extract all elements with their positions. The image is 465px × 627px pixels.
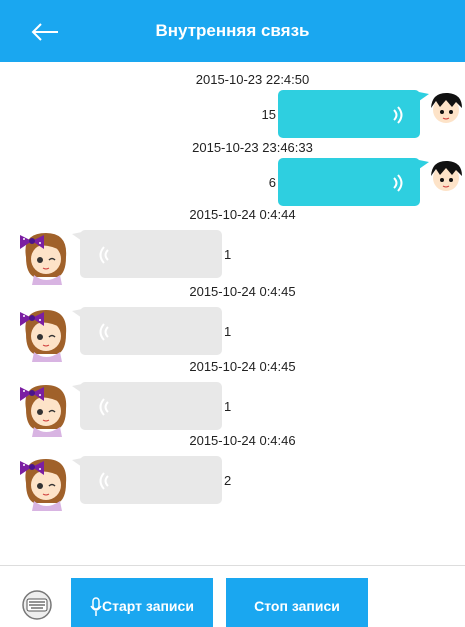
sound-icon (96, 472, 110, 490)
timestamp: 2015-10-24 0:4:44 (10, 207, 465, 222)
sound-icon (392, 174, 406, 192)
avatar (426, 88, 465, 134)
timestamp: 2015-10-23 22:4:50 (20, 72, 465, 87)
sound-icon (392, 106, 406, 124)
duration: 2 (224, 473, 231, 488)
timestamp: 2015-10-24 0:4:45 (10, 359, 465, 374)
sound-icon (96, 246, 110, 264)
duration: 1 (224, 399, 231, 414)
duration: 15 (262, 107, 276, 122)
title: Внутренняя связь (0, 0, 465, 62)
header: Внутренняя связь (0, 0, 465, 62)
start-record-label: Старт записи (102, 598, 194, 614)
timestamp: 2015-10-24 0:4:45 (10, 284, 465, 299)
start-record-button[interactable]: Старт записи (71, 578, 213, 627)
stop-record-button[interactable]: Стоп записи (226, 578, 368, 627)
avatar (18, 379, 76, 437)
duration: 6 (269, 175, 276, 190)
sound-icon (96, 323, 110, 341)
avatar (18, 453, 76, 511)
avatar (18, 304, 76, 362)
separator (0, 565, 465, 566)
duration: 1 (224, 247, 231, 262)
duration: 1 (224, 324, 231, 339)
timestamp: 2015-10-24 0:4:46 (10, 433, 465, 448)
keyboard-button[interactable] (20, 590, 54, 620)
mic-icon (90, 597, 102, 617)
timestamp: 2015-10-23 23:46:33 (20, 140, 465, 155)
avatar (426, 156, 465, 202)
avatar (18, 227, 76, 285)
app: Внутренняя связь Старт записи Стоп запис… (0, 0, 465, 627)
sound-icon (96, 398, 110, 416)
